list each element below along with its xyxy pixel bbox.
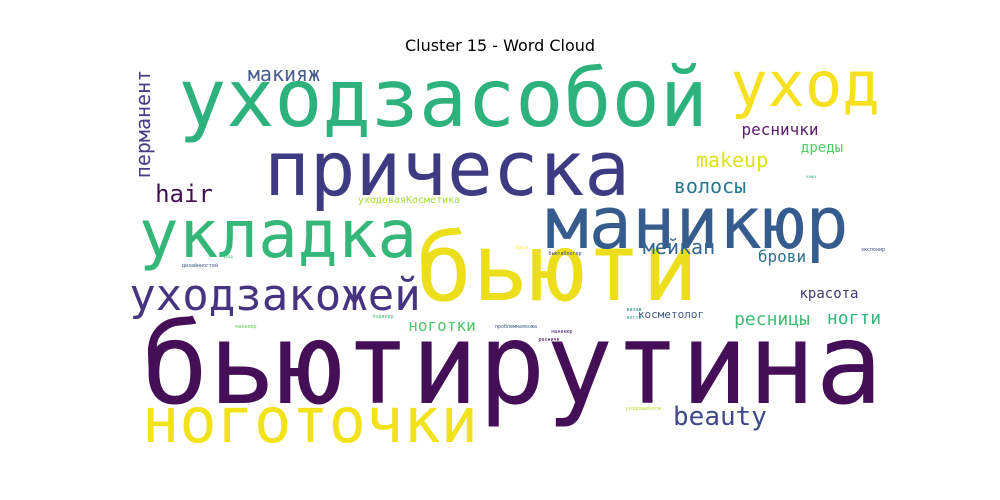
word-16: ресницы bbox=[734, 309, 810, 330]
word-27: бьютиблогер bbox=[548, 250, 581, 257]
word-38: уход bbox=[223, 254, 233, 259]
word-12: перманент bbox=[131, 70, 155, 178]
word-24: уходоваяКосметика bbox=[358, 195, 460, 206]
word-23: косметолог bbox=[638, 308, 704, 321]
word-11: макияж bbox=[248, 62, 320, 86]
word-25: подиквр bbox=[372, 314, 393, 320]
word-21: дреды bbox=[801, 140, 843, 156]
word-26: проблемнаякожа bbox=[495, 323, 537, 330]
word-13: makeup bbox=[696, 148, 768, 172]
word-15: мейкап bbox=[643, 235, 715, 259]
word-29: экспонир bbox=[861, 247, 885, 253]
word-19: брови bbox=[758, 247, 806, 266]
word-9: beauty bbox=[673, 402, 767, 432]
word-32: маникюр bbox=[235, 324, 256, 330]
word-2: прическа bbox=[264, 124, 630, 213]
word-3: бьюти bbox=[416, 214, 699, 323]
word-8: уходзакожей bbox=[129, 270, 420, 321]
word-4: маникюр bbox=[545, 181, 848, 265]
word-14: волосы bbox=[674, 174, 746, 198]
word-1: уходзасобой bbox=[178, 52, 708, 145]
word-7: уход bbox=[730, 48, 879, 121]
word-28: дизайнногтей bbox=[182, 263, 218, 269]
word-31: визаж bbox=[626, 307, 641, 313]
word-35: ногти bbox=[626, 315, 641, 321]
word-10: hair bbox=[155, 180, 213, 208]
word-18: реснички bbox=[741, 120, 818, 139]
word-30: уходовыекосм bbox=[625, 406, 661, 412]
word-17: ногти bbox=[827, 308, 881, 329]
word-0: бьютирутина bbox=[141, 300, 883, 430]
word-22: красота bbox=[799, 286, 858, 302]
word-34: маникюр bbox=[551, 329, 572, 335]
word-33: ресничн bbox=[538, 337, 559, 343]
word-36: кожа bbox=[806, 174, 816, 179]
word-20: ноготки bbox=[408, 316, 475, 335]
chart-title: Cluster 15 - Word Cloud bbox=[404, 36, 596, 55]
word-6: ноготочки bbox=[142, 384, 478, 457]
word-37: бьюти bbox=[516, 245, 529, 250]
word-5: укладка bbox=[139, 196, 417, 273]
